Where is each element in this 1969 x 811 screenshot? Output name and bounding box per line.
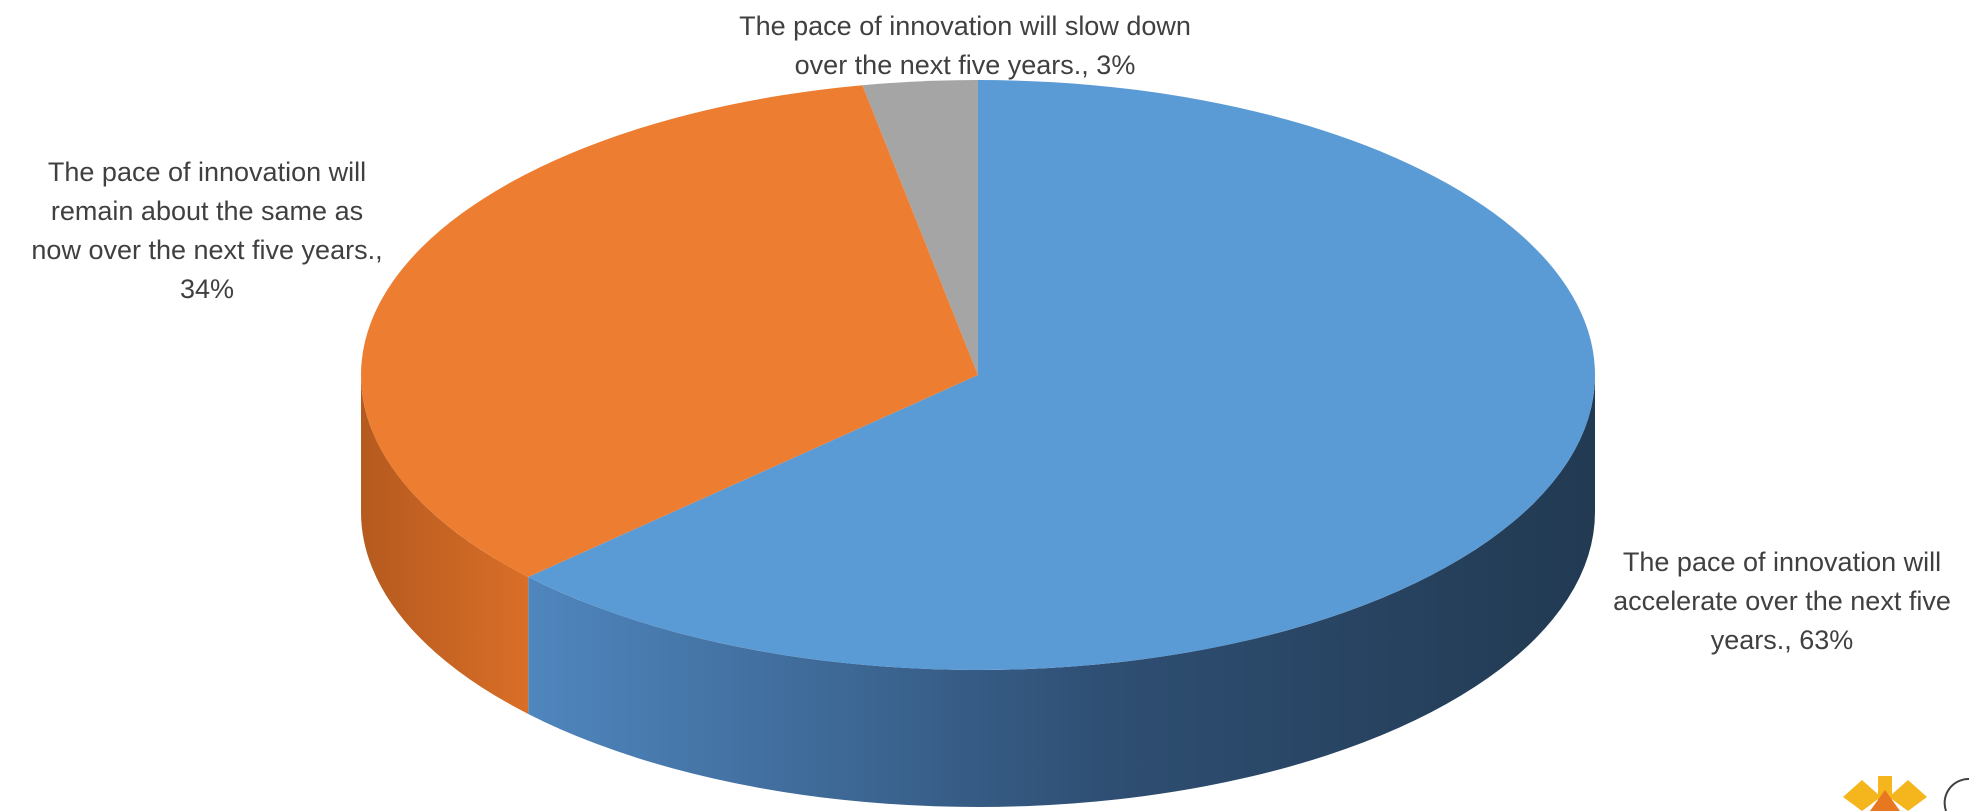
label-accelerate: The pace of innovation will accelerate ov… — [1613, 547, 1951, 655]
slice-accelerate — [528, 80, 1596, 671]
logo-ring — [1943, 777, 1969, 811]
label-line: The pace of innovation will — [48, 157, 366, 187]
label-line: years., 63% — [1711, 625, 1854, 655]
label-line: 34% — [180, 274, 234, 304]
pie-tops — [361, 80, 1596, 671]
data-labels: The pace of innovation will accelerate ov… — [31, 11, 1950, 655]
label-line: The pace of innovation will slow down — [739, 11, 1191, 41]
brand-logo-icon — [1843, 776, 1969, 811]
label-same: The pace of innovation will remain about … — [31, 157, 382, 304]
logo-petal-left — [1843, 780, 1881, 811]
slice-slow — [862, 80, 978, 375]
label-line: accelerate over the next five — [1613, 586, 1951, 616]
label-line: over the next five years., 3% — [795, 50, 1136, 80]
label-line: now over the next five years., — [31, 235, 382, 265]
slice-side-same — [361, 375, 529, 714]
slice-side-accelerate — [528, 375, 1595, 807]
label-line: remain about the same as — [51, 196, 363, 226]
pie-sides — [361, 375, 1595, 807]
label-slow: The pace of innovation will slow down ove… — [739, 11, 1191, 80]
logo-petal-right — [1889, 780, 1927, 811]
logo-center-flame — [1870, 790, 1900, 811]
label-line: The pace of innovation will — [1623, 547, 1941, 577]
slice-same — [361, 85, 978, 577]
